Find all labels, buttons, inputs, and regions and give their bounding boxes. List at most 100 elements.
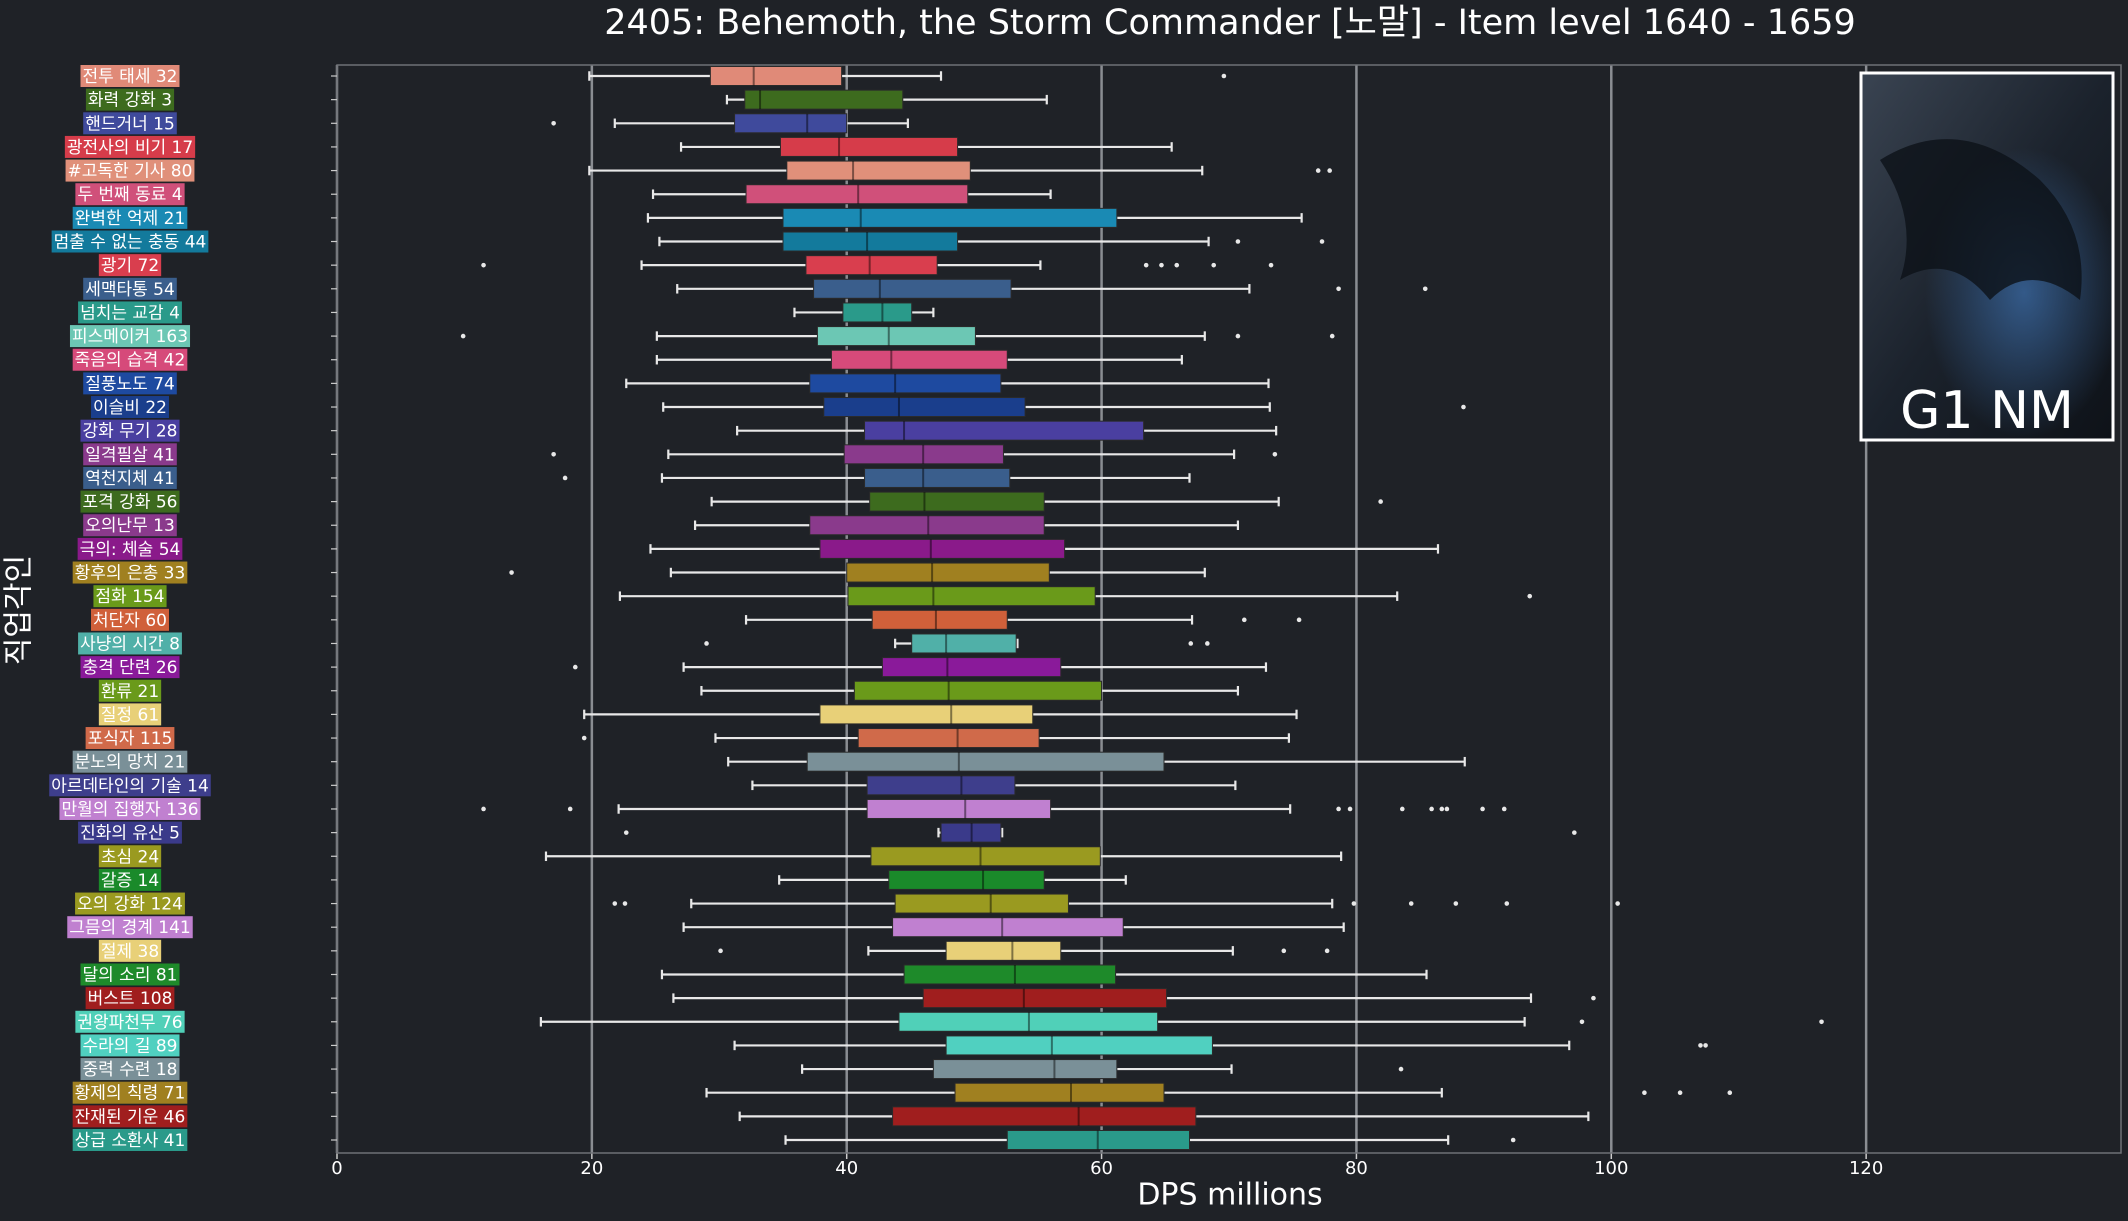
box	[709, 66, 843, 86]
box	[745, 184, 969, 205]
box	[805, 255, 938, 276]
outlier	[1159, 262, 1164, 268]
outlier	[1324, 948, 1330, 954]
box	[888, 869, 1045, 890]
outlier	[1408, 901, 1414, 906]
chart-title: 2405: Behemoth, the Storm Commander [노말]…	[604, 3, 1856, 43]
x-tick-label: 40	[835, 1158, 858, 1179]
label-background	[83, 466, 177, 489]
box	[806, 751, 1165, 772]
outlier	[1615, 901, 1620, 906]
category-label: 만월의 집행자 136	[61, 800, 198, 820]
outlier	[1378, 499, 1383, 504]
category-label: 피스메이커 163	[72, 327, 188, 347]
category-label: 넘치는 교감 4	[80, 303, 180, 323]
category-label: 중력 수련 18	[83, 1060, 178, 1080]
outlier	[1241, 617, 1247, 623]
label-background	[80, 1058, 180, 1081]
box	[892, 917, 1124, 938]
label-background	[83, 514, 177, 537]
category-label: 달의 소리 81	[83, 965, 178, 985]
box	[830, 349, 1008, 370]
label-background	[83, 372, 177, 395]
outlier	[1235, 239, 1241, 244]
label-background	[78, 632, 182, 655]
box	[782, 231, 959, 252]
box	[1006, 1130, 1190, 1150]
outlier	[1591, 995, 1596, 1001]
outlier	[1444, 806, 1450, 812]
outlier	[1698, 1043, 1703, 1048]
label-background	[72, 1081, 188, 1104]
category-label: 화력 강화 3	[88, 91, 172, 111]
outlier	[1319, 239, 1325, 244]
box	[782, 207, 1118, 228]
outlier	[1221, 73, 1227, 79]
x-tick-label: 100	[1594, 1158, 1628, 1179]
category-label: 처단자 60	[93, 611, 167, 631]
outlier	[612, 901, 618, 906]
label-background	[59, 797, 201, 820]
y-axis-label: 직업각인	[2, 555, 37, 665]
category-label: 질정 61	[101, 705, 159, 725]
label-background	[72, 206, 188, 229]
box	[809, 515, 1045, 536]
label-background	[85, 727, 175, 750]
box	[813, 278, 1012, 299]
box	[898, 1011, 1159, 1032]
label-background	[72, 348, 188, 371]
box	[847, 586, 1096, 607]
badge-text: G1 NM	[1900, 381, 2074, 441]
label-background	[98, 939, 162, 962]
box	[894, 893, 1069, 914]
outlier	[1501, 806, 1507, 812]
outlier	[1329, 333, 1335, 339]
box	[864, 420, 1145, 441]
category-label: 그믐의 경계 141	[69, 918, 190, 938]
outlier	[1336, 286, 1341, 292]
box	[864, 467, 1011, 488]
box	[809, 373, 1002, 394]
label-background	[98, 679, 162, 702]
box	[954, 1082, 1165, 1103]
outlier	[1235, 333, 1241, 339]
label-background	[83, 277, 177, 300]
outlier	[1188, 641, 1194, 646]
category-label: 잔재된 기운 46	[75, 1107, 186, 1127]
label-background	[65, 159, 195, 182]
outlier	[1504, 901, 1510, 906]
box	[940, 822, 1002, 843]
label-background	[69, 325, 191, 348]
box	[871, 609, 1008, 630]
label-background	[72, 750, 188, 773]
outlier	[1642, 1090, 1647, 1096]
image-silhouette	[1880, 139, 2082, 300]
outlier	[1819, 1019, 1824, 1025]
category-label: 멈출 수 없는 충동 44	[54, 233, 207, 253]
label-background	[98, 868, 162, 891]
outlier	[718, 948, 723, 954]
x-axis-label: DPS millions	[1137, 1178, 1322, 1213]
label-background	[75, 1010, 185, 1033]
label-background	[83, 443, 177, 466]
category-label: 황제의 칙령 71	[75, 1084, 186, 1104]
plot-frame	[336, 64, 2122, 1154]
label-background	[80, 419, 180, 442]
box	[869, 491, 1045, 512]
category-label: 두 번째 동료 4	[77, 185, 182, 205]
label-background	[67, 916, 193, 939]
outlier	[1480, 806, 1485, 812]
category-label: 수라의 길 89	[83, 1036, 178, 1056]
box	[945, 1035, 1213, 1056]
label-background	[80, 65, 180, 87]
outlier	[1461, 404, 1466, 410]
box	[853, 680, 1103, 701]
outlier	[551, 120, 556, 126]
outlier	[1703, 1043, 1708, 1048]
outlier	[1315, 168, 1321, 173]
box	[846, 562, 1050, 583]
category-label: 전투 태세 32	[83, 67, 178, 87]
outlier	[1272, 452, 1278, 457]
label-background	[85, 987, 175, 1010]
